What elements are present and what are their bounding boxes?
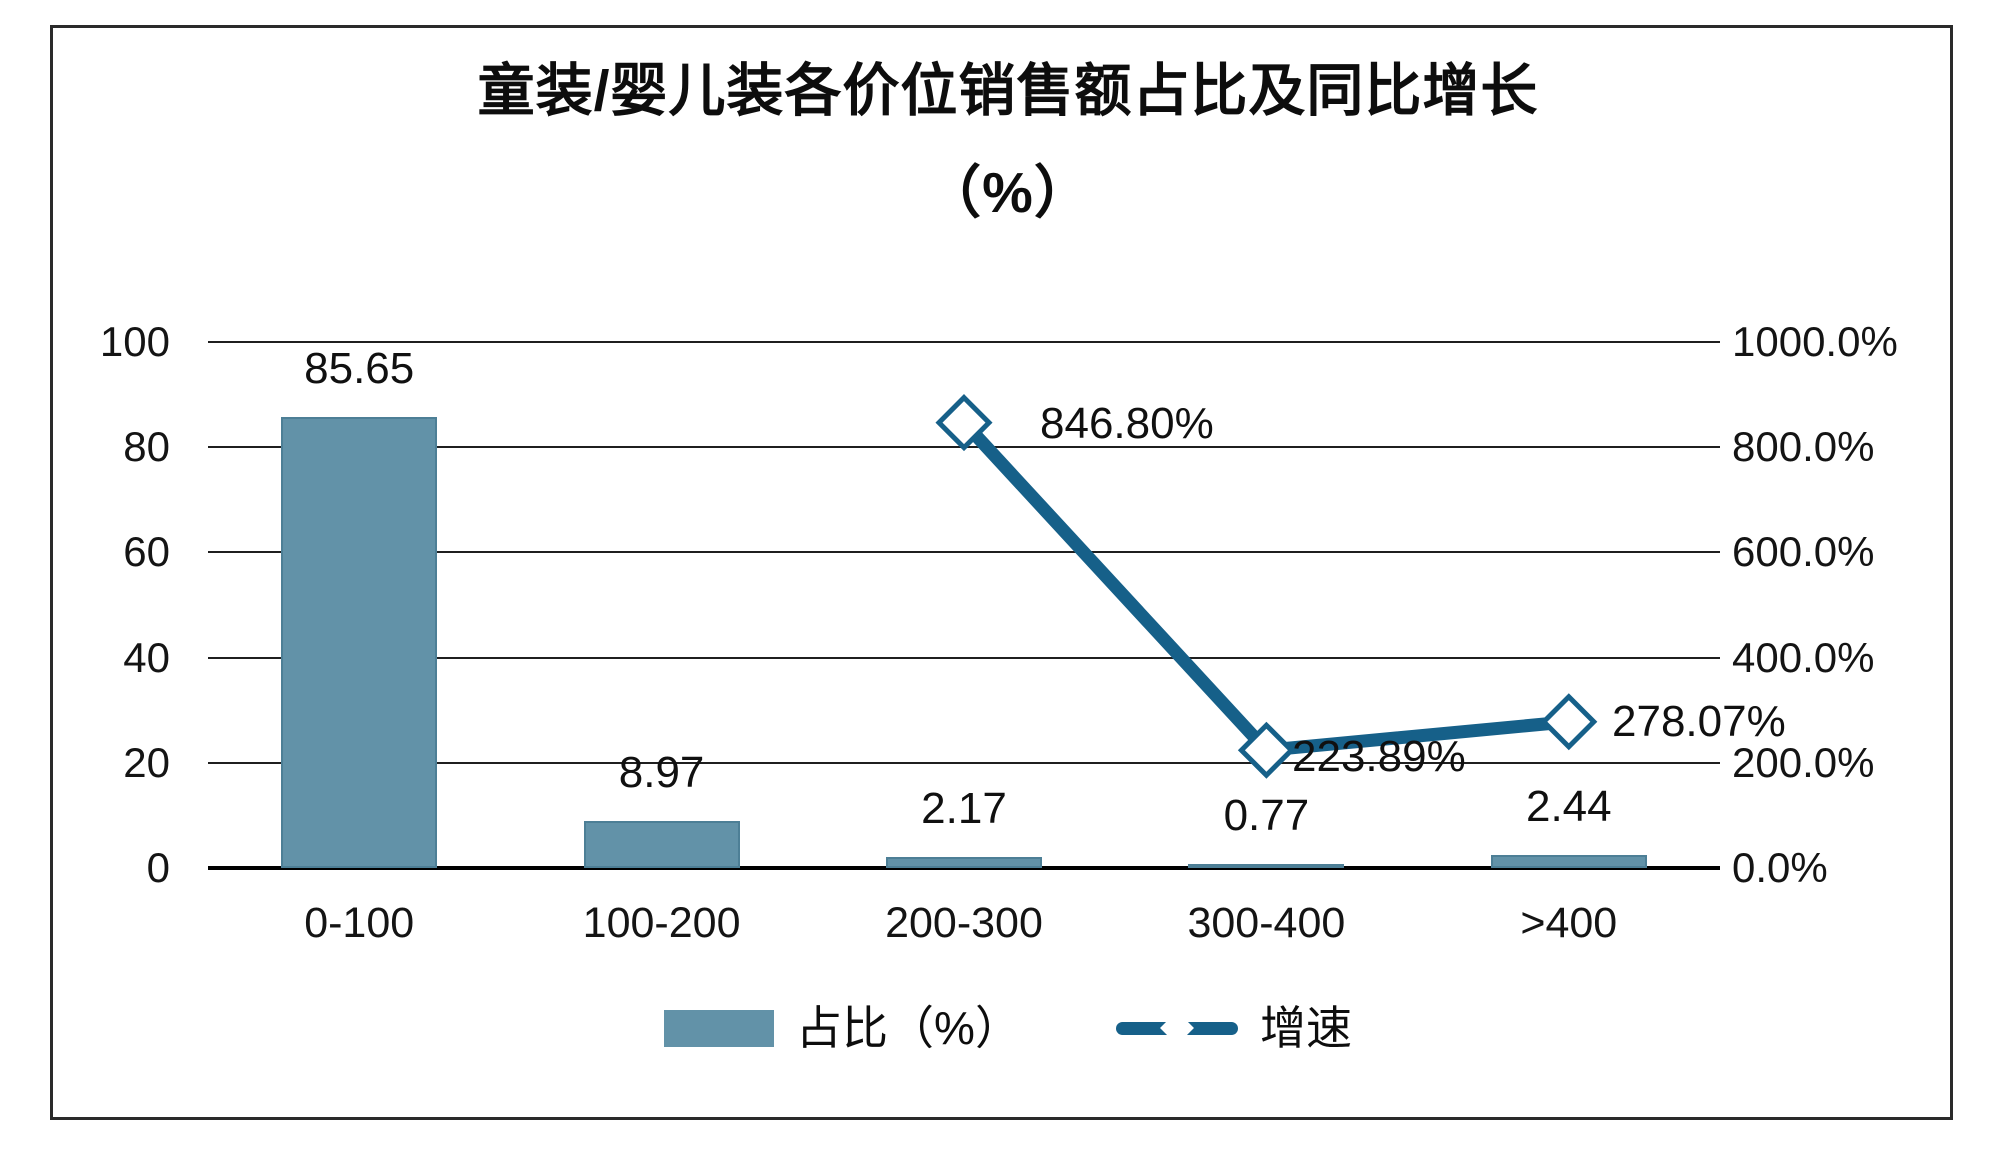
line-point-label: 846.80% xyxy=(1040,399,1214,448)
bar-value-label: 0.77 xyxy=(1223,790,1310,840)
bar xyxy=(583,820,740,868)
x-axis-line xyxy=(208,866,1720,870)
bar xyxy=(281,417,438,868)
bar-value-label: 2.17 xyxy=(921,783,1007,833)
y-axis-tick-right: 400.0% xyxy=(1732,633,1875,681)
y-axis-tick-left: 40 xyxy=(123,633,170,681)
legend-item-bar: 占比（%） xyxy=(664,1002,1021,1054)
y-axis-tick-right: 200.0% xyxy=(1732,738,1875,786)
bar-value-label: 8.97 xyxy=(618,747,705,797)
bar-value-label: 85.65 xyxy=(304,344,415,394)
chart-title-line1: 童装/婴儿装各价位销售额占比及同比增长 xyxy=(477,59,1539,123)
line-point-label: 223.89% xyxy=(1292,732,1466,781)
legend-line-label: 增速 xyxy=(1259,1002,1352,1054)
line-point-label: 278.07% xyxy=(1612,697,1786,746)
legend-bar-label: 占比（%） xyxy=(796,1002,1021,1054)
bar xyxy=(1490,855,1647,868)
y-axis-tick-right: 1000.0% xyxy=(1732,318,1898,365)
x-axis-category-label: 100-200 xyxy=(582,899,741,947)
y-axis-tick-right: 0.0% xyxy=(1732,844,1828,891)
x-axis-category-label: 300-400 xyxy=(1187,899,1346,947)
bar xyxy=(1188,863,1345,868)
y-axis-tick-left: 80 xyxy=(123,423,170,471)
chart-title-line2: （%） xyxy=(924,161,1092,225)
gridline xyxy=(208,341,1720,343)
y-axis-tick-right: 800.0% xyxy=(1732,423,1875,471)
chart-title: 童装/婴儿装各价位销售额占比及同比增长 （%） xyxy=(120,40,1896,244)
x-axis-category-label: 0-100 xyxy=(304,899,415,947)
bar-value-label: 2.44 xyxy=(1525,782,1612,832)
y-axis-tick-left: 20 xyxy=(123,738,170,786)
x-axis-category-label: >400 xyxy=(1520,899,1618,947)
y-axis-tick-right: 600.0% xyxy=(1732,528,1875,576)
line-swatch-icon xyxy=(1115,1011,1238,1045)
y-axis-tick-left: 0 xyxy=(146,844,170,891)
x-axis-category-label: 200-300 xyxy=(885,899,1043,947)
gridline xyxy=(208,761,1720,764)
bar xyxy=(886,856,1042,868)
y-axis-tick-left: 60 xyxy=(123,528,170,576)
bar-swatch-icon xyxy=(664,1009,775,1047)
y-axis-tick-left: 100 xyxy=(99,318,170,365)
legend-item-line: 增速 xyxy=(1115,1002,1352,1054)
legend: 占比（%） 增速 xyxy=(0,1002,2016,1054)
diamond-marker-icon xyxy=(1159,1011,1194,1045)
